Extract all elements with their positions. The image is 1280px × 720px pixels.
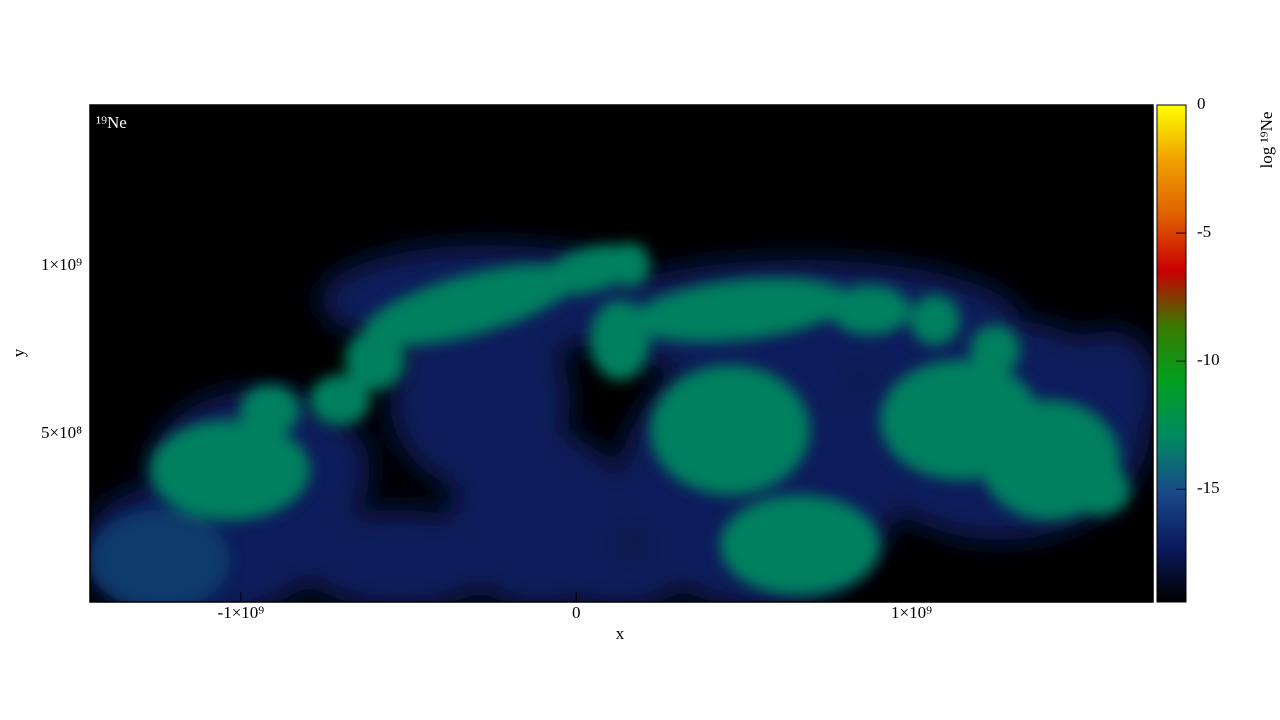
- colorbar-tick-label: -5: [1197, 222, 1211, 241]
- panel-label: ¹⁹Ne: [96, 113, 127, 132]
- x-tick-label: 0: [572, 603, 581, 622]
- x-tick-label: 1×10⁹: [891, 603, 932, 622]
- colorbar: [1156, 104, 1187, 603]
- colorbar-tick-label: -10: [1197, 350, 1220, 369]
- colorbar-label: log ¹⁹Ne: [1257, 112, 1276, 169]
- rendered-field: [90, 243, 1153, 602]
- y-axis-label: y: [9, 348, 28, 357]
- x-axis-label: x: [616, 624, 625, 643]
- colorbar-tick-label: -15: [1197, 478, 1220, 497]
- y-tick-label: 1×10⁹: [41, 255, 82, 274]
- plot-frame: [89, 104, 1154, 603]
- x-tick-label: -1×10⁹: [218, 603, 265, 622]
- colorbar-tick-label: 0: [1197, 94, 1206, 113]
- y-tick-label: 5×10⁸: [41, 423, 82, 442]
